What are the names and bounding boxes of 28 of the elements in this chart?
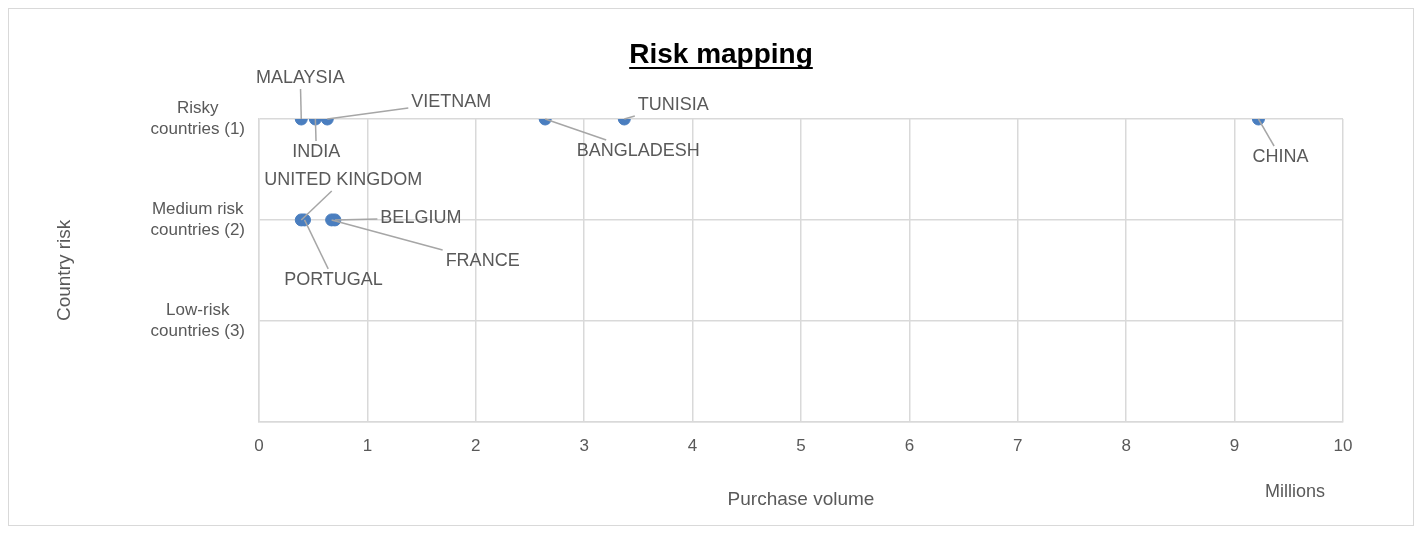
x-axis-title: Purchase volume	[727, 487, 875, 509]
annotation: PORTUGAL	[284, 268, 383, 289]
y-axis-title: Country risk	[52, 219, 74, 322]
annotation: TUNISIA	[637, 93, 709, 114]
x-tick-label: 4	[687, 435, 698, 455]
y-tick-label: Low-risk countries (3)	[150, 300, 245, 340]
annotation: INDIA	[292, 140, 341, 161]
x-tick-label: 8	[1121, 435, 1131, 455]
annotation: UNITED KINGDOM	[264, 168, 423, 189]
x-tick-label: 3	[579, 435, 589, 455]
x-tick-label: 6	[904, 435, 915, 455]
x-tick-label: 0	[254, 435, 264, 455]
text: Millions	[1264, 480, 1326, 501]
annotation: BANGLADESH	[576, 139, 700, 160]
annotation: VIETNAM	[411, 90, 492, 111]
x-tick-label: 2	[471, 435, 481, 455]
annotation: CHINA	[1252, 145, 1309, 166]
annotation: MALAYSIA	[255, 66, 345, 87]
chart-title: Risk mapping	[629, 38, 813, 69]
x-tick-label: 5	[796, 435, 806, 455]
annotation: BELGIUM	[380, 206, 462, 227]
x-tick-label: 10	[1333, 435, 1353, 455]
annotation: FRANCE	[445, 249, 520, 270]
x-tick-label: 7	[1013, 435, 1023, 455]
x-tick-label: 1	[362, 435, 373, 455]
x-tick-label: 9	[1229, 435, 1240, 455]
y-tick-label: Risky countries (1)	[150, 98, 245, 138]
y-tick-label: Medium risk countries (2)	[150, 199, 245, 239]
